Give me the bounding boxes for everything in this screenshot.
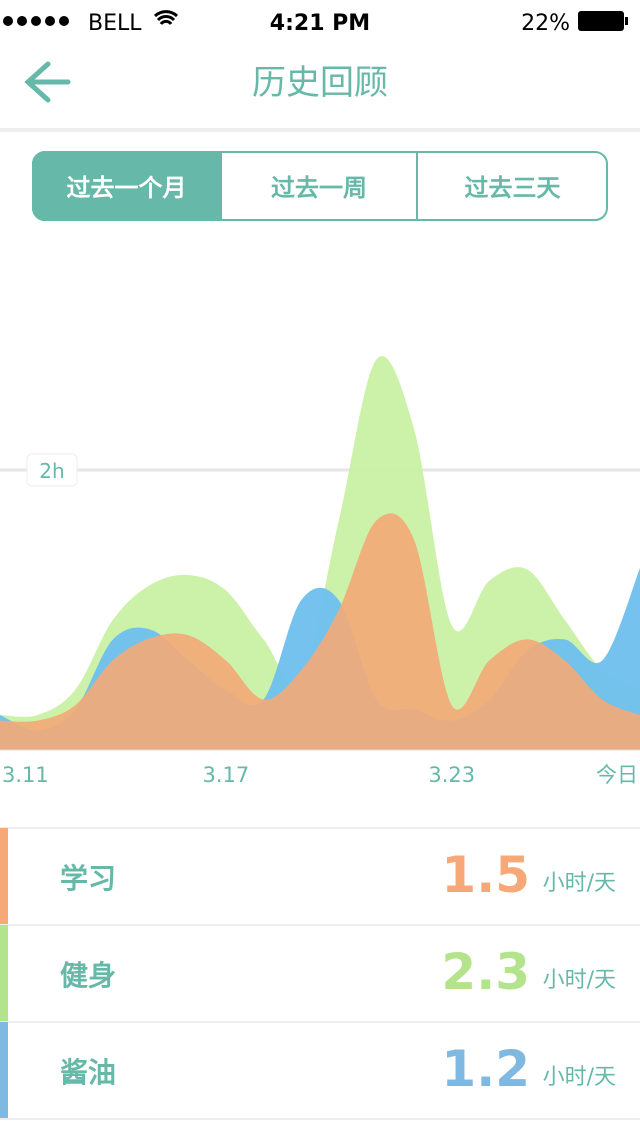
row-unit: 小时/天	[543, 968, 616, 993]
wifi	[153, 10, 179, 26]
tab[interactable]: 过去三天	[465, 174, 561, 202]
row-unit: 小时/天	[543, 1065, 616, 1090]
row-value: 1.5	[441, 846, 530, 904]
time: 4:21 PM	[270, 11, 370, 36]
row-name: 健身	[60, 959, 116, 992]
back-button[interactable]	[24, 61, 71, 103]
row-color	[0, 1022, 8, 1118]
carrier: BELL	[88, 11, 142, 36]
x-tick-label: 3.11	[2, 763, 49, 787]
reference-badge	[26, 453, 78, 487]
nav-shadow	[0, 128, 640, 132]
tab-active	[32, 151, 221, 221]
row-value: 2.3	[441, 943, 530, 1001]
battery	[578, 11, 624, 31]
row-color	[0, 925, 8, 1021]
row-color	[0, 828, 8, 924]
tab[interactable]: 过去一周	[271, 174, 367, 202]
row-name: 酱油	[60, 1056, 116, 1089]
area	[0, 513, 640, 750]
battery-text: 22%	[521, 11, 570, 36]
signal	[3, 16, 69, 26]
x-tick-label: 3.17	[202, 763, 249, 787]
battery-tip	[625, 17, 628, 25]
row-value: 1.2	[441, 1040, 530, 1098]
x-tick-label: 3.23	[428, 763, 475, 787]
reference-label: 2h	[39, 459, 64, 483]
row-unit: 小时/天	[543, 871, 616, 896]
page-title: 历史回顾	[252, 63, 388, 103]
row-name: 学习	[60, 862, 116, 895]
x-tick-label: 今日	[596, 763, 638, 787]
tab[interactable]: 过去一个月	[67, 174, 187, 202]
